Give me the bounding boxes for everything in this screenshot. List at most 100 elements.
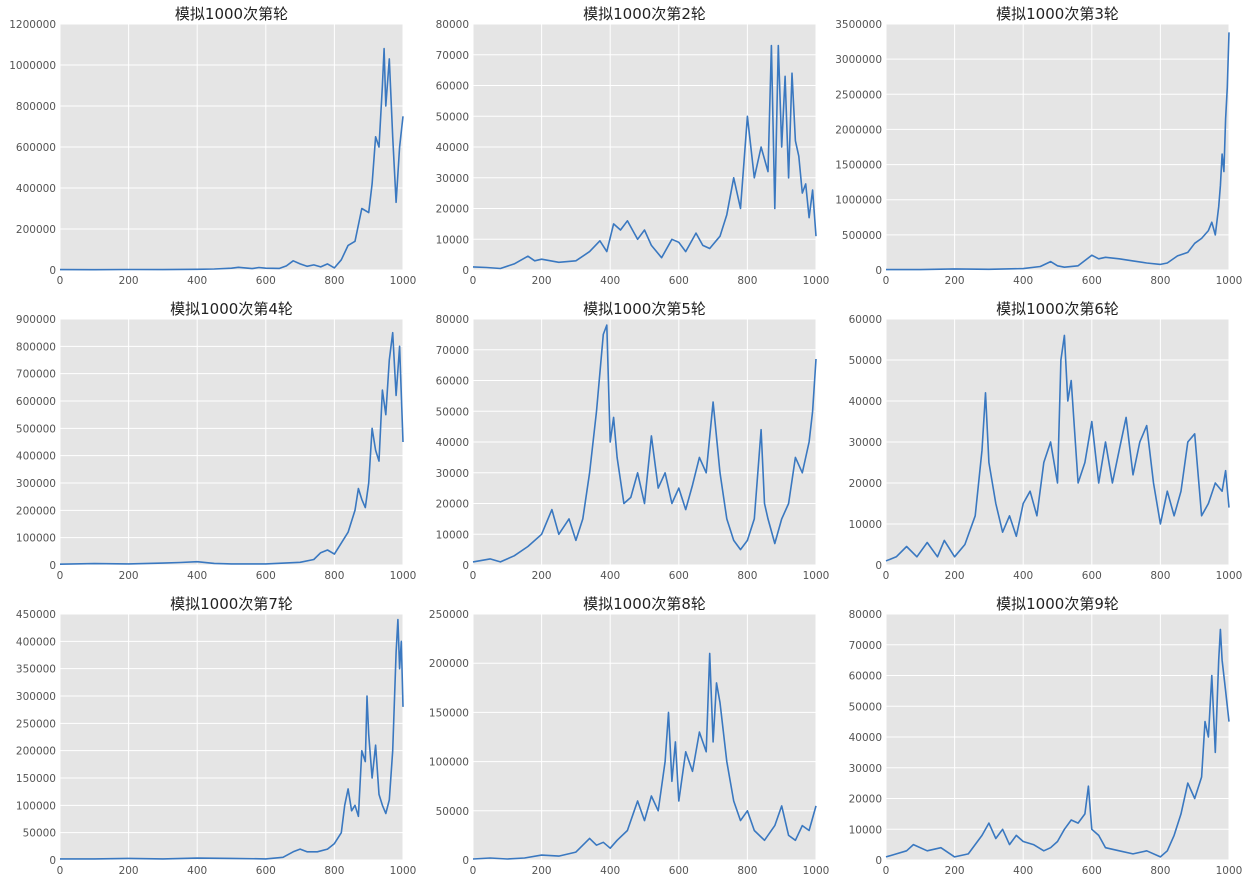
y-tick-label: 30000 bbox=[436, 173, 469, 185]
x-tick-label: 400 bbox=[187, 570, 207, 582]
y-tick-label: 300000 bbox=[16, 478, 56, 490]
y-tick-label: 2000000 bbox=[835, 124, 882, 136]
x-tick-label: 0 bbox=[470, 865, 477, 877]
subplot-title: 模拟1000次第9轮 bbox=[996, 595, 1119, 613]
x-tick-label: 200 bbox=[945, 275, 965, 287]
subplot-1: 0 200 400 600 800 1000 0 200000 400000 600000 8000… bbox=[9, 5, 416, 287]
y-tick-label: 10000 bbox=[849, 519, 882, 531]
y-tick-label: 50000 bbox=[436, 111, 469, 123]
x-tick-label: 0 bbox=[57, 865, 64, 877]
series-line bbox=[59, 331, 404, 565]
y-tick-label: 70000 bbox=[436, 50, 469, 62]
y-tick-label: 200000 bbox=[16, 746, 56, 758]
y-tick-label: 10000 bbox=[436, 529, 469, 541]
y-tick-label: 60000 bbox=[849, 671, 882, 683]
subplot-title: 模拟1000次第2轮 bbox=[583, 5, 706, 23]
plot-background bbox=[886, 24, 1229, 270]
y-tick-label: 0 bbox=[49, 265, 56, 277]
y-tick-label: 700000 bbox=[16, 369, 56, 381]
y-tick-label: 150000 bbox=[16, 773, 56, 785]
subplot-title: 模拟1000次第轮 bbox=[175, 5, 288, 23]
y-tick-label: 800000 bbox=[16, 341, 56, 353]
x-tick-label: 600 bbox=[669, 570, 689, 582]
plot-background bbox=[60, 319, 403, 565]
y-tick-label: 0 bbox=[49, 560, 56, 572]
subplot-title: 模拟1000次第3轮 bbox=[996, 5, 1119, 23]
y-tick-label: 0 bbox=[875, 560, 882, 572]
x-tick-label: 600 bbox=[256, 865, 276, 877]
subplot-2: 0 200 400 600 800 100001000020000300004000050… bbox=[436, 5, 830, 287]
series-line bbox=[472, 44, 817, 270]
subplot-4: 0 200 400 600 800 1000 0 100000 200000 300000 4000… bbox=[16, 300, 416, 582]
x-tick-label: 200 bbox=[532, 275, 552, 287]
x-tick-label: 800 bbox=[324, 275, 344, 287]
y-tick-label: 10000 bbox=[436, 234, 469, 246]
subplot-8: 0 200 400 600 800 1000 0 50000 100000 150000 20000… bbox=[429, 595, 829, 877]
series-line bbox=[472, 324, 817, 563]
y-tick-label: 1200000 bbox=[9, 19, 56, 31]
y-tick-label: 0 bbox=[462, 855, 469, 867]
x-tick-label: 1000 bbox=[390, 275, 417, 287]
y-tick-label: 20000 bbox=[436, 204, 469, 216]
y-tick-label: 40000 bbox=[849, 732, 882, 744]
y-tick-label: 350000 bbox=[16, 664, 56, 676]
subplot-title: 模拟1000次第8轮 bbox=[583, 595, 706, 613]
subplot-7: 0 200 400 600 800 1000 0 50000 100000 150000 20000… bbox=[16, 595, 416, 877]
y-tick-label: 70000 bbox=[849, 640, 882, 652]
x-tick-label: 1000 bbox=[390, 570, 417, 582]
x-tick-label: 200 bbox=[119, 570, 139, 582]
x-tick-label: 800 bbox=[1150, 275, 1170, 287]
x-tick-label: 800 bbox=[1150, 570, 1170, 582]
y-tick-label: 1000000 bbox=[835, 195, 882, 207]
y-tick-label: 400000 bbox=[16, 451, 56, 463]
x-tick-label: 400 bbox=[1013, 865, 1033, 877]
y-tick-label: 40000 bbox=[849, 396, 882, 408]
y-tick-label: 250000 bbox=[16, 718, 56, 730]
x-tick-label: 800 bbox=[324, 570, 344, 582]
y-tick-label: 50000 bbox=[849, 355, 882, 367]
y-tick-label: 0 bbox=[875, 855, 882, 867]
x-tick-label: 1000 bbox=[803, 865, 830, 877]
y-tick-label: 80000 bbox=[849, 609, 882, 621]
x-tick-label: 1000 bbox=[1216, 275, 1243, 287]
y-tick-label: 100000 bbox=[16, 533, 56, 545]
y-tick-label: 500000 bbox=[16, 423, 56, 435]
x-tick-label: 600 bbox=[256, 570, 276, 582]
y-tick-label: 3000000 bbox=[835, 54, 882, 66]
x-tick-label: 200 bbox=[119, 275, 139, 287]
x-tick-label: 400 bbox=[600, 865, 620, 877]
series-line bbox=[60, 618, 404, 860]
subplot-title: 模拟1000次第6轮 bbox=[996, 300, 1119, 318]
x-tick-label: 600 bbox=[669, 275, 689, 287]
subplot-9: 0 200 400 600 800 100001000020000300004000050… bbox=[849, 595, 1243, 877]
series-line bbox=[885, 334, 1230, 562]
y-tick-label: 200000 bbox=[16, 224, 56, 236]
x-tick-label: 600 bbox=[1082, 570, 1102, 582]
series-line bbox=[59, 47, 404, 271]
series-line bbox=[472, 652, 817, 860]
series-line bbox=[885, 628, 1230, 858]
y-tick-label: 10000 bbox=[849, 824, 882, 836]
y-tick-label: 0 bbox=[875, 265, 882, 277]
x-tick-label: 800 bbox=[737, 275, 757, 287]
y-tick-label: 200000 bbox=[429, 658, 469, 670]
y-tick-label: 400000 bbox=[16, 183, 56, 195]
plot-background bbox=[60, 614, 403, 860]
y-tick-label: 60000 bbox=[849, 314, 882, 326]
y-tick-label: 30000 bbox=[436, 468, 469, 480]
x-tick-label: 1000 bbox=[803, 275, 830, 287]
y-tick-label: 1000000 bbox=[9, 60, 56, 72]
y-tick-label: 800000 bbox=[16, 101, 56, 113]
y-tick-label: 150000 bbox=[429, 707, 469, 719]
x-tick-label: 1000 bbox=[390, 865, 417, 877]
x-tick-label: 0 bbox=[470, 570, 477, 582]
y-tick-label: 60000 bbox=[436, 376, 469, 388]
x-tick-label: 1000 bbox=[803, 570, 830, 582]
x-tick-label: 800 bbox=[737, 865, 757, 877]
plot-background bbox=[473, 614, 816, 860]
y-tick-label: 500000 bbox=[842, 230, 882, 242]
y-tick-label: 0 bbox=[49, 855, 56, 867]
x-tick-label: 0 bbox=[470, 275, 477, 287]
x-tick-label: 0 bbox=[883, 865, 890, 877]
y-tick-label: 50000 bbox=[23, 828, 56, 840]
